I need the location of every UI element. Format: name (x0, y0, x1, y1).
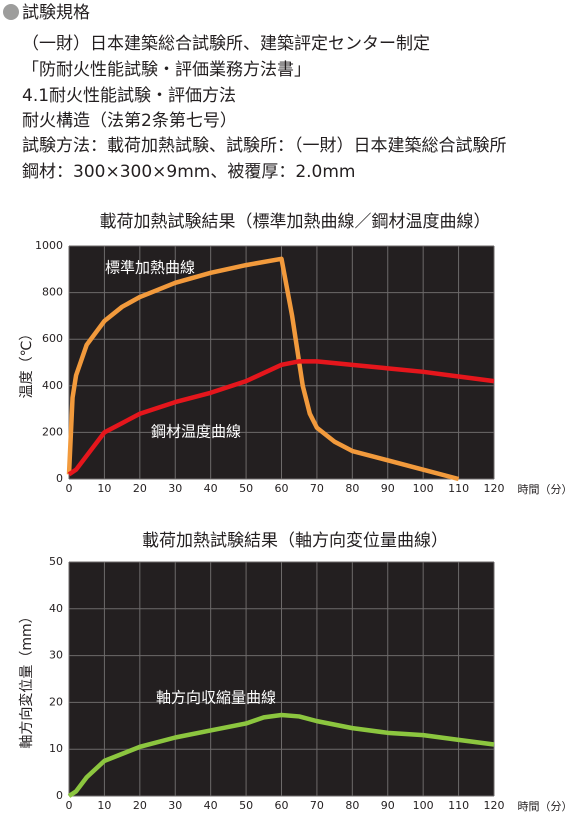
bullet (3, 4, 19, 20)
x-tick-label: 0 (66, 799, 73, 812)
annotation: 鋼材温度曲線 (151, 423, 241, 441)
y-axis-label: 軸方向変位量（mm） (18, 609, 35, 748)
x-tick-label: 40 (204, 799, 218, 812)
header-line: 「防耐火性能試験・評価業務方法書」 (22, 60, 311, 80)
header-line: （一財）日本建築総合試験所、建築評定センター制定 (22, 34, 430, 54)
header-title: 試験規格 (22, 3, 90, 23)
x-tick-label: 10 (97, 799, 111, 812)
data-line (66, 256, 460, 482)
x-tick-label: 90 (381, 799, 395, 812)
y-tick-label: 400 (42, 379, 63, 392)
x-tick-label: 60 (275, 799, 289, 812)
annotation: 標準加熱曲線 (105, 259, 195, 277)
y-tick-label: 800 (42, 286, 63, 299)
x-tick-label: 50 (239, 482, 253, 495)
y-axis-label: 温度（℃） (19, 327, 35, 399)
x-tick-label: 20 (133, 799, 147, 812)
header-line: 試験方法：載荷加熱試験、試験所：（一財）日本建築総合試験所 (22, 136, 507, 156)
x-tick-label: 60 (275, 482, 289, 495)
x-tick-label: 90 (381, 482, 395, 495)
x-tick-label: 110 (448, 799, 469, 812)
x-tick-label: 120 (484, 799, 505, 812)
x-axis-label: 時間（分） (518, 800, 573, 813)
x-tick-label: 30 (168, 482, 182, 495)
y-tick-label: 0 (56, 472, 63, 485)
x-tick-label: 10 (97, 482, 111, 495)
x-axis-label: 時間（分） (518, 483, 573, 496)
x-tick-label: 70 (310, 799, 324, 812)
data-line (67, 359, 495, 477)
annotation: 軸方向収縮量曲線 (156, 689, 276, 707)
x-tick-label: 40 (204, 482, 218, 495)
chart-title: 載荷加熱試験結果（軸方向変位量曲線） (142, 531, 448, 551)
x-tick-label: 120 (484, 482, 505, 495)
header-line: 耐火構造（法第2条第七号） (22, 111, 237, 131)
y-tick-label: 10 (49, 742, 63, 755)
y-tick-label: 0 (56, 789, 63, 802)
x-tick-label: 100 (413, 482, 434, 495)
x-tick-label: 110 (448, 482, 469, 495)
data-line (67, 712, 495, 798)
header-line: 4.1耐火性能試験・評価方法 (22, 86, 236, 106)
chart-title: 載荷加熱試験結果（標準加熱曲線／鋼材温度曲線） (100, 212, 491, 232)
x-tick-label: 80 (345, 482, 359, 495)
y-tick-label: 20 (49, 695, 63, 708)
y-tick-label: 600 (42, 332, 63, 345)
y-tick-label: 40 (49, 602, 63, 615)
x-tick-label: 50 (239, 799, 253, 812)
x-tick-label: 0 (66, 482, 73, 495)
x-tick-label: 70 (310, 482, 324, 495)
x-tick-label: 100 (413, 799, 434, 812)
y-tick-label: 50 (49, 555, 63, 568)
y-tick-label: 30 (49, 649, 63, 662)
x-tick-label: 30 (168, 799, 182, 812)
y-tick-label: 200 (42, 425, 63, 438)
x-tick-label: 80 (345, 799, 359, 812)
y-tick-label: 1000 (35, 239, 63, 252)
x-tick-label: 20 (133, 482, 147, 495)
header-line: 鋼材：300×300×9mm、被覆厚：2.0mm (22, 162, 355, 182)
